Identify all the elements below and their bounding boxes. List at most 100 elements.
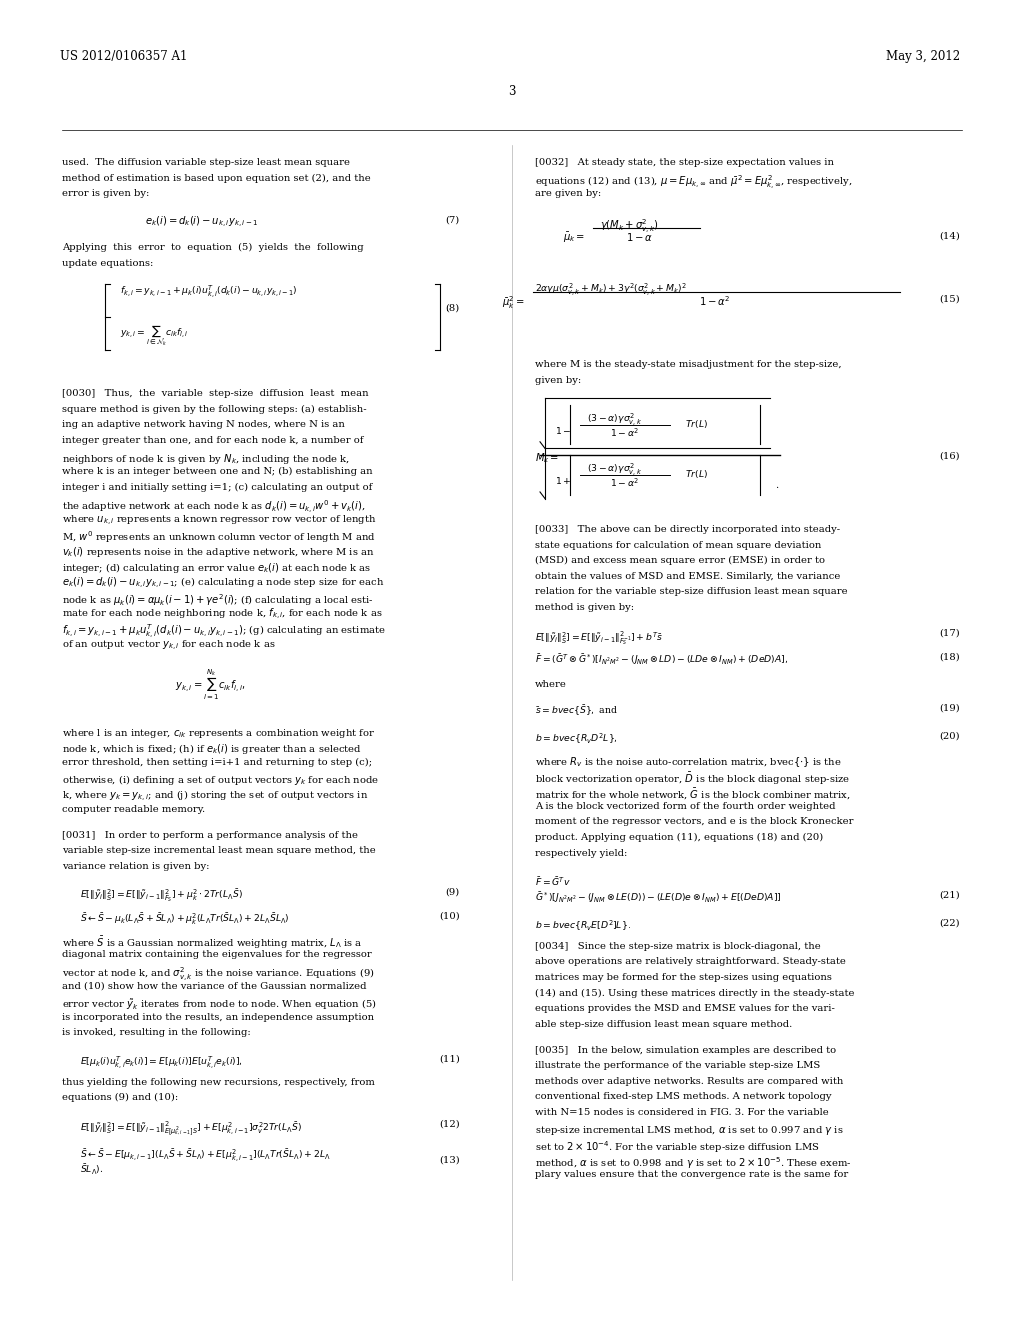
Text: $\bar{\mu}_k =$: $\bar{\mu}_k =$	[563, 231, 585, 246]
Text: computer readable memory.: computer readable memory.	[62, 805, 205, 813]
Text: and (10) show how the variance of the Gaussian normalized: and (10) show how the variance of the Ga…	[62, 982, 367, 990]
Text: (22): (22)	[939, 919, 961, 928]
Text: $f_{k,i}=y_{k,i-1}+\mu_ku_{k,i}^T(d_k(i)-u_{k,i}y_{k,i-1})$; (g) calculating an : $f_{k,i}=y_{k,i-1}+\mu_ku_{k,i}^T(d_k(i)…	[62, 623, 386, 642]
Text: [0034]   Since the step-size matrix is block-diagonal, the: [0034] Since the step-size matrix is blo…	[535, 941, 821, 950]
Text: where $u_{k,i}$ represents a known regressor row vector of length: where $u_{k,i}$ represents a known regre…	[62, 513, 377, 528]
Text: conventional fixed-step LMS methods. A network topology: conventional fixed-step LMS methods. A n…	[535, 1093, 831, 1101]
Text: $2\alpha\gamma\mu(\sigma_{v,k}^2 + M_k) + 3\gamma^2(\sigma_{v,k}^2 + M_k)^2$: $2\alpha\gamma\mu(\sigma_{v,k}^2 + M_k) …	[535, 281, 686, 298]
Text: (19): (19)	[939, 704, 961, 713]
Text: $\bar{S}L_\Lambda)$.: $\bar{S}L_\Lambda)$.	[80, 1163, 103, 1177]
Text: [0032]   At steady state, the step-size expectation values in: [0032] At steady state, the step-size ex…	[535, 158, 834, 168]
Text: $Tr(L)$: $Tr(L)$	[685, 469, 708, 480]
Text: $\bar{S} \leftarrow \bar{S} - E[\mu_{k,i-1}](L_\Lambda \bar{S} + \bar{S}L_\Lambd: $\bar{S} \leftarrow \bar{S} - E[\mu_{k,i…	[80, 1147, 331, 1164]
Text: of an output vector $y_{k,i}$ for each node k as: of an output vector $y_{k,i}$ for each n…	[62, 639, 275, 652]
Text: $\bar{F} = (\bar{G}^T \otimes \bar{G}^*)[I_{N^2M^2}-(J_{NM} \otimes LD)-(LDe \ot: $\bar{F} = (\bar{G}^T \otimes \bar{G}^*)…	[535, 652, 788, 667]
Text: able step-size diffusion least mean square method.: able step-size diffusion least mean squa…	[535, 1019, 793, 1028]
Text: set to $2\times10^{-4}$. For the variable step-size diffusion LMS: set to $2\times10^{-4}$. For the variabl…	[535, 1139, 819, 1155]
Text: moment of the regressor vectors, and e is the block Kronecker: moment of the regressor vectors, and e i…	[535, 817, 853, 826]
Text: (12): (12)	[439, 1119, 460, 1129]
Text: $\bar{\mu}_k^2 =$: $\bar{\mu}_k^2 =$	[503, 294, 525, 312]
Text: .: .	[775, 482, 778, 491]
Text: obtain the values of MSD and EMSE. Similarly, the variance: obtain the values of MSD and EMSE. Simil…	[535, 572, 841, 581]
Text: otherwise, (i) defining a set of output vectors $y_k$ for each node: otherwise, (i) defining a set of output …	[62, 774, 379, 788]
Text: (11): (11)	[439, 1055, 460, 1064]
Text: block vectorization operator, $\bar{D}$ is the block diagonal step-size: block vectorization operator, $\bar{D}$ …	[535, 771, 850, 787]
Text: $E[\|\tilde{y}_i\|_S^2] = E[\|\tilde{y}_{i-1}\|_{E[\mu_{k,i-1}^2]S}^2] + E[\mu_{: $E[\|\tilde{y}_i\|_S^2] = E[\|\tilde{y}_…	[80, 1119, 302, 1138]
Text: matrices may be formed for the step-sizes using equations: matrices may be formed for the step-size…	[535, 973, 831, 982]
Text: plary values ensure that the convergence rate is the same for: plary values ensure that the convergence…	[535, 1171, 848, 1179]
Text: $E[\mu_k(i)u_{k,i}^T e_k(i)] = E[\mu_k(i)]E[u_{k,i}^T e_k(i)],$: $E[\mu_k(i)u_{k,i}^T e_k(i)] = E[\mu_k(i…	[80, 1055, 243, 1071]
Text: where k is an integer between one and N; (b) establishing an: where k is an integer between one and N;…	[62, 467, 373, 477]
Text: (8): (8)	[445, 304, 460, 313]
Text: [0030]   Thus,  the  variable  step-size  diffusion  least  mean: [0030] Thus, the variable step-size diff…	[62, 389, 369, 399]
Text: [0033]   The above can be directly incorporated into steady-: [0033] The above can be directly incorpo…	[535, 525, 840, 535]
Text: $y_{k,i} = \sum_{l=1}^{N_k} c_{lk} f_{l,i},$: $y_{k,i} = \sum_{l=1}^{N_k} c_{lk} f_{l,…	[175, 668, 246, 701]
Text: respectively yield:: respectively yield:	[535, 849, 628, 858]
Text: (MSD) and excess mean square error (EMSE) in order to: (MSD) and excess mean square error (EMSE…	[535, 556, 825, 565]
Text: square method is given by the following steps: (a) establish-: square method is given by the following …	[62, 405, 367, 414]
Text: (18): (18)	[939, 652, 961, 661]
Text: update equations:: update equations:	[62, 259, 154, 268]
Text: is incorporated into the results, an independence assumption: is incorporated into the results, an ind…	[62, 1012, 374, 1022]
Text: $\bar{S} \leftarrow \bar{S} - \mu_k(L_\Lambda \bar{S} + \bar{S}L_\Lambda) + \mu_: $\bar{S} \leftarrow \bar{S} - \mu_k(L_\L…	[80, 911, 290, 927]
Text: (17): (17)	[939, 628, 961, 638]
Text: product. Applying equation (11), equations (18) and (20): product. Applying equation (11), equatio…	[535, 833, 823, 842]
Text: relation for the variable step-size diffusion least mean square: relation for the variable step-size diff…	[535, 587, 848, 597]
Text: $1 - \alpha$: $1 - \alpha$	[627, 231, 653, 243]
Text: above operations are relatively straightforward. Steady-state: above operations are relatively straight…	[535, 957, 846, 966]
Text: method, $\alpha$ is set to 0.998 and $\gamma$ is set to $2\times10^{-5}$. These : method, $\alpha$ is set to 0.998 and $\g…	[535, 1155, 852, 1171]
Text: ing an adaptive network having N nodes, where N is an: ing an adaptive network having N nodes, …	[62, 421, 345, 429]
Text: [0031]   In order to perform a performance analysis of the: [0031] In order to perform a performance…	[62, 830, 358, 840]
Text: (14): (14)	[939, 231, 961, 240]
Text: integer i and initially setting i=1; (c) calculating an output of: integer i and initially setting i=1; (c)…	[62, 483, 373, 492]
Text: A is the block vectorized form of the fourth order weighted: A is the block vectorized form of the fo…	[535, 801, 836, 810]
Text: $b = bvec\{R_v D^2 L\},$: $b = bvec\{R_v D^2 L\},$	[535, 731, 617, 746]
Text: mate for each node neighboring node k, $f_{k,i}$, for each node k as: mate for each node neighboring node k, $…	[62, 607, 383, 623]
Text: illustrate the performance of the variable step-size LMS: illustrate the performance of the variab…	[535, 1061, 820, 1071]
Text: the adaptive network at each node k as $d_k(i)=u_{k,i}w^0+v_k(i)$,: the adaptive network at each node k as $…	[62, 499, 366, 515]
Text: May 3, 2012: May 3, 2012	[886, 50, 961, 63]
Text: (13): (13)	[439, 1155, 460, 1164]
Text: error vector $\tilde{y}_k$ iterates from node to node. When equation (5): error vector $\tilde{y}_k$ iterates from…	[62, 997, 377, 1012]
Text: neighbors of node k is given by $N_k$, including the node k,: neighbors of node k is given by $N_k$, i…	[62, 451, 350, 466]
Text: $e_k(i)=d_k(i)-u_{k,i}y_{k,i-1}$: $e_k(i)=d_k(i)-u_{k,i}y_{k,i-1}$	[145, 215, 258, 231]
Text: where M is the steady-state misadjustment for the step-size,: where M is the steady-state misadjustmen…	[535, 360, 842, 370]
Text: $Tr(L)$: $Tr(L)$	[685, 418, 708, 430]
Text: where: where	[535, 680, 567, 689]
Text: (14) and (15). Using these matrices directly in the steady-state: (14) and (15). Using these matrices dire…	[535, 989, 854, 998]
Text: given by:: given by:	[535, 376, 582, 385]
Text: $1 - \alpha^2$: $1 - \alpha^2$	[699, 294, 731, 309]
Text: node k as $\mu_k(i)=\alpha\mu_k(i-1)+\gamma e^2(i)$; (f) calculating a local est: node k as $\mu_k(i)=\alpha\mu_k(i-1)+\ga…	[62, 591, 374, 607]
Text: $1 +$: $1 +$	[555, 475, 571, 486]
Text: $\bar{F} = \bar{G}^T v$: $\bar{F} = \bar{G}^T v$	[535, 875, 570, 887]
Text: $\gamma(M_k + \sigma_{v,k}^2)$: $\gamma(M_k + \sigma_{v,k}^2)$	[600, 218, 658, 236]
Text: (9): (9)	[445, 888, 460, 898]
Text: k, where $y_k=y_{k,i}$; and (j) storing the set of output vectors in: k, where $y_k=y_{k,i}$; and (j) storing …	[62, 789, 369, 804]
Text: $(3-\alpha)\gamma\sigma_{v,k}^2$: $(3-\alpha)\gamma\sigma_{v,k}^2$	[588, 412, 642, 428]
Text: methods over adaptive networks. Results are compared with: methods over adaptive networks. Results …	[535, 1077, 844, 1086]
Text: error is given by:: error is given by:	[62, 189, 150, 198]
Text: integer; (d) calculating an error value $e_k(i)$ at each node k as: integer; (d) calculating an error value …	[62, 561, 372, 574]
Text: state equations for calculation of mean square deviation: state equations for calculation of mean …	[535, 540, 821, 549]
Text: (21): (21)	[939, 890, 961, 899]
Text: $\bar{G}^*)[J_{N^2M^2}-(J_{NM} \otimes LE(D))-(LE(D)e \otimes I_{NM})+E[(DeD)A]]: $\bar{G}^*)[J_{N^2M^2}-(J_{NM} \otimes L…	[535, 890, 781, 906]
Text: method of estimation is based upon equation set (2), and the: method of estimation is based upon equat…	[62, 173, 371, 182]
Text: 3: 3	[508, 84, 516, 98]
Text: US 2012/0106357 A1: US 2012/0106357 A1	[60, 50, 187, 63]
Text: $b = bvec\{R_v E[D^2] L\}.$: $b = bvec\{R_v E[D^2] L\}.$	[535, 919, 631, 933]
Text: step-size incremental LMS method, $\alpha$ is set to 0.997 and $\gamma$ is: step-size incremental LMS method, $\alph…	[535, 1123, 844, 1137]
Text: (7): (7)	[445, 215, 460, 224]
Text: Applying  this  error  to  equation  (5)  yields  the  following: Applying this error to equation (5) yiel…	[62, 243, 364, 252]
Text: equations (12) and (13), $\mu=E\mu_{k,\infty}$ and $\bar{\mu}^2=E\mu_{k,\infty}^: equations (12) and (13), $\mu=E\mu_{k,\i…	[535, 173, 852, 191]
Text: integer greater than one, and for each node k, a number of: integer greater than one, and for each n…	[62, 436, 364, 445]
Text: $\bar{s} = bvec\{\bar{S}\},$ and: $\bar{s} = bvec\{\bar{S}\},$ and	[535, 704, 617, 718]
Text: (15): (15)	[939, 294, 961, 304]
Text: [0035]   In the below, simulation examples are described to: [0035] In the below, simulation examples…	[535, 1045, 837, 1055]
Text: $1 -$: $1 -$	[555, 425, 571, 436]
Text: where $R_v$ is the noise auto-correlation matrix, bvec$\{\cdot\}$ is the: where $R_v$ is the noise auto-correlatio…	[535, 755, 842, 770]
Text: $M_k = $: $M_k = $	[535, 451, 559, 465]
Text: $E[\|\tilde{y}_i\|_S^2] = E[\|\tilde{y}_{i-1}\|_{F_S^{-1}}^2] + b^T \bar{s}$: $E[\|\tilde{y}_i\|_S^2] = E[\|\tilde{y}_…	[535, 628, 663, 647]
Text: $y_{k,i} = \sum_{l \in \mathcal{N}_k} c_{lk} f_{l,i}$: $y_{k,i} = \sum_{l \in \mathcal{N}_k} c_…	[120, 323, 188, 348]
Text: equations (9) and (10):: equations (9) and (10):	[62, 1093, 178, 1102]
Text: with N=15 nodes is considered in FIG. 3. For the variable: with N=15 nodes is considered in FIG. 3.…	[535, 1107, 828, 1117]
